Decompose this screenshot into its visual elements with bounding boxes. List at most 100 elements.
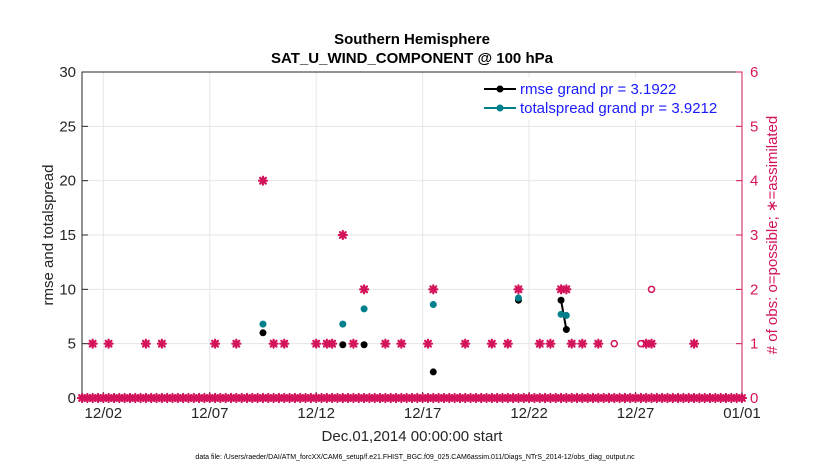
obs-zero-mark: [715, 392, 726, 404]
obs-zero-mark: [603, 392, 615, 404]
obs-zero-mark: [295, 392, 306, 404]
obs-zero-mark: [300, 392, 311, 404]
x-tick-label: 12/27: [617, 405, 655, 422]
obs-zero-mark: [358, 392, 370, 404]
obs-zero-mark: [433, 392, 444, 404]
legend-rmse-label: rmse grand pr = 3.1922: [520, 81, 676, 98]
obs-assimilated-mark: [311, 338, 322, 349]
legend-spread-label: totalspread grand pr = 3.9212: [520, 100, 717, 117]
obs-zero-mark: [412, 392, 423, 404]
obs-zero-mark: [449, 392, 460, 404]
obs-assimilated-mark: [513, 284, 524, 295]
obs-assimilated-mark: [566, 338, 577, 349]
obs-zero-mark: [220, 392, 231, 404]
x-axis-label: Dec.01,2014 00:00:00 start: [322, 428, 504, 445]
obs-zero-mark: [103, 392, 114, 404]
obs-assimilated-mark: [140, 338, 151, 349]
spread-point: [557, 310, 565, 318]
y-tick-label-left: 5: [68, 336, 76, 353]
obs-zero-mark: [561, 392, 572, 404]
x-tick-label: 12/17: [404, 405, 442, 422]
obs-zero-mark: [630, 392, 641, 404]
obs-assimilated-mark: [87, 338, 98, 349]
obs-zero-mark: [518, 392, 529, 404]
obs-zero-mark: [566, 392, 577, 404]
rmse-point: [360, 341, 368, 349]
obs-assimilated-mark: [502, 338, 513, 349]
obs-assimilated-mark: [268, 338, 279, 349]
obs-zero-mark: [119, 392, 130, 404]
y-tick-label-right: 6: [750, 64, 758, 81]
spread-point: [562, 311, 570, 319]
obs-assimilated-mark: [561, 284, 572, 295]
obs-zero-mark: [609, 392, 620, 404]
legend-box: [478, 77, 740, 120]
obs-assimilated-mark: [428, 284, 439, 295]
obs-zero-mark: [657, 392, 668, 404]
obs-zero-mark: [247, 392, 258, 404]
obs-assimilated-mark: [327, 338, 338, 349]
obs-zero-mark: [587, 392, 599, 404]
rmse-point: [429, 368, 437, 376]
obs-assimilated-mark: [337, 229, 348, 241]
obs-zero-mark: [428, 392, 439, 404]
obs-zero-mark: [98, 392, 109, 404]
obs-zero-mark: [720, 392, 732, 404]
obs-zero-mark: [502, 392, 513, 404]
obs-assimilated-mark: [209, 338, 221, 349]
obs-zero-mark: [396, 392, 407, 404]
x-tick-label: 01/01: [723, 405, 761, 422]
obs-zero-mark: [444, 392, 455, 404]
obs-zero-mark: [268, 392, 279, 404]
obs-zero-mark: [619, 392, 631, 404]
spread-point: [339, 320, 347, 328]
obs-zero-mark: [231, 392, 242, 404]
obs-assimilated-mark: [279, 338, 290, 349]
obs-zero-mark: [598, 392, 609, 404]
obs-zero-mark: [215, 392, 226, 404]
obs-zero-mark: [726, 392, 737, 404]
obs-assimilated-mark: [688, 338, 700, 349]
obs-zero-mark: [492, 392, 503, 404]
obs-zero-mark: [183, 392, 194, 404]
y-tick-label-left: 0: [68, 390, 76, 407]
obs-zero-mark: [539, 392, 551, 404]
obs-zero-mark: [454, 392, 466, 404]
obs-zero-mark: [406, 392, 418, 404]
spread-point: [259, 320, 267, 328]
obs-zero-mark: [614, 392, 625, 404]
y-tick-label-right: 0: [750, 390, 758, 407]
obs-zero-mark: [470, 392, 481, 404]
obs-zero-mark: [279, 392, 290, 404]
obs-zero-mark: [390, 392, 402, 404]
obs-assimilated-mark: [257, 175, 269, 186]
obs-zero-mark: [731, 392, 742, 404]
obs-zero-mark: [635, 392, 646, 404]
obs-zero-mark: [555, 392, 567, 404]
obs-zero-mark: [193, 392, 205, 404]
obs-zero-mark: [321, 392, 332, 404]
obs-zero-mark: [135, 392, 146, 404]
obs-zero-mark: [385, 392, 396, 404]
obs-zero-mark: [130, 392, 141, 404]
obs-zero-mark: [364, 392, 375, 404]
obs-marks: [87, 175, 700, 349]
obs-assimilated-mark: [555, 284, 567, 295]
obs-zero-mark: [284, 392, 295, 404]
obs-zero-mark: [486, 392, 497, 404]
obs-zero-mark: [199, 392, 210, 404]
obs-zero-mark: [209, 392, 221, 404]
obs-zero-mark: [688, 392, 700, 404]
obs-possible-mark: [610, 339, 619, 348]
obs-possible-mark: [647, 285, 656, 294]
obs-zero-mark: [167, 392, 178, 404]
obs-assimilated-mark: [380, 338, 391, 349]
obs-zero-mark: [625, 392, 636, 404]
obs-assimilated-mark: [358, 284, 370, 295]
obs-zero-mark: [481, 392, 492, 404]
obs-zero-mark: [156, 392, 167, 404]
obs-zero-mark: [188, 392, 199, 404]
x-tick-label: 12/07: [191, 405, 229, 422]
obs-zero-mark: [273, 392, 285, 404]
obs-zero-mark: [146, 392, 157, 404]
